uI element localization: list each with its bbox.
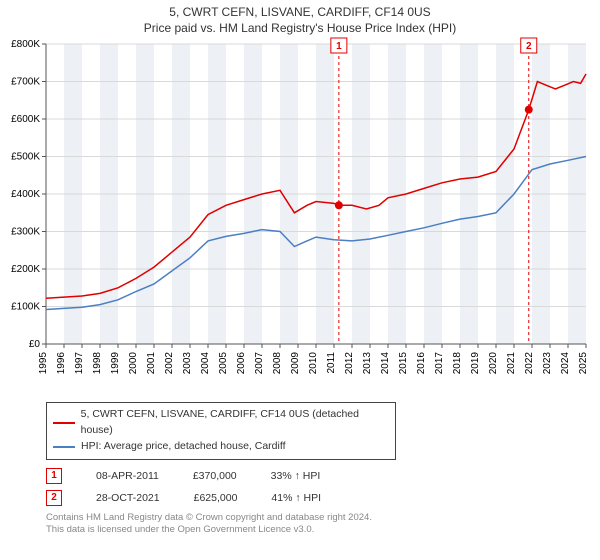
title-line1: 5, CWRT CEFN, LISVANE, CARDIFF, CF14 0US xyxy=(0,4,600,20)
svg-text:2011: 2011 xyxy=(326,352,337,374)
line-chart-svg: 1 2 £0 £100K £200K £300K £400K £500K £600K £700K £… xyxy=(0,36,600,396)
svg-text:£300K: £300K xyxy=(11,227,40,238)
svg-text:2016: 2016 xyxy=(416,352,427,375)
marker-price-2: £625,000 xyxy=(194,492,238,504)
marker-price-1: £370,000 xyxy=(193,470,237,482)
svg-text:2008: 2008 xyxy=(272,352,283,375)
svg-text:2021: 2021 xyxy=(506,352,517,375)
svg-text:2009: 2009 xyxy=(290,352,301,375)
svg-text:2025: 2025 xyxy=(578,352,589,375)
svg-text:2020: 2020 xyxy=(488,352,499,375)
svg-text:1999: 1999 xyxy=(110,352,121,375)
svg-text:1998: 1998 xyxy=(92,352,103,375)
svg-text:£100K: £100K xyxy=(11,302,40,313)
svg-text:2010: 2010 xyxy=(308,352,319,375)
svg-text:2005: 2005 xyxy=(218,352,229,375)
marker-pct-2: 41% ↑ HPI xyxy=(271,492,321,504)
svg-text:£500K: £500K xyxy=(11,152,40,163)
chart-title: 5, CWRT CEFN, LISVANE, CARDIFF, CF14 0US… xyxy=(0,0,600,36)
svg-text:2012: 2012 xyxy=(344,352,355,375)
legend-swatch-hpi xyxy=(53,446,75,448)
svg-text:2015: 2015 xyxy=(398,352,409,375)
svg-text:2000: 2000 xyxy=(128,352,139,375)
chart-area: 1 2 £0 £100K £200K £300K £400K £500K £600K £700K £… xyxy=(0,36,600,396)
title-line2: Price paid vs. HM Land Registry's House … xyxy=(0,20,600,36)
marker-date-2: 28-OCT-2021 xyxy=(96,492,160,504)
marker-pct-1: 33% ↑ HPI xyxy=(271,470,321,482)
footer-line1: Contains HM Land Registry data © Crown c… xyxy=(46,512,600,525)
svg-text:£200K: £200K xyxy=(11,264,40,275)
svg-text:2: 2 xyxy=(526,41,532,52)
svg-text:2004: 2004 xyxy=(200,352,211,375)
legend-swatch-property xyxy=(53,422,75,424)
svg-text:2003: 2003 xyxy=(182,352,193,375)
svg-text:1: 1 xyxy=(336,41,342,52)
svg-text:2002: 2002 xyxy=(164,352,175,375)
svg-text:2013: 2013 xyxy=(362,352,373,375)
svg-text:1997: 1997 xyxy=(74,352,85,375)
legend-item-hpi: HPI: Average price, detached house, Card… xyxy=(53,439,389,455)
svg-text:1996: 1996 xyxy=(56,352,67,375)
marker-date-1: 08-APR-2011 xyxy=(96,470,159,482)
svg-text:2006: 2006 xyxy=(236,352,247,375)
footer: Contains HM Land Registry data © Crown c… xyxy=(46,512,600,538)
svg-text:2023: 2023 xyxy=(542,352,553,375)
footer-line2: This data is licensed under the Open Gov… xyxy=(46,524,600,537)
svg-text:2017: 2017 xyxy=(434,352,445,375)
marker-row-2: 2 28-OCT-2021 £625,000 41% ↑ HPI xyxy=(46,490,600,506)
svg-text:£700K: £700K xyxy=(11,77,40,88)
svg-text:£600K: £600K xyxy=(11,114,40,125)
svg-text:2019: 2019 xyxy=(470,352,481,375)
marker-row-1: 1 08-APR-2011 £370,000 33% ↑ HPI xyxy=(46,468,600,484)
svg-text:£800K: £800K xyxy=(11,39,40,50)
svg-text:£400K: £400K xyxy=(11,189,40,200)
svg-text:2014: 2014 xyxy=(380,352,391,375)
markers-table: 1 08-APR-2011 £370,000 33% ↑ HPI 2 28-OC… xyxy=(46,468,600,506)
legend: 5, CWRT CEFN, LISVANE, CARDIFF, CF14 0US… xyxy=(46,402,396,459)
svg-text:2022: 2022 xyxy=(524,352,535,375)
legend-label-property: 5, CWRT CEFN, LISVANE, CARDIFF, CF14 0US… xyxy=(81,407,389,439)
svg-text:2018: 2018 xyxy=(452,352,463,375)
svg-text:2024: 2024 xyxy=(560,352,571,375)
legend-label-hpi: HPI: Average price, detached house, Card… xyxy=(81,439,286,455)
marker-chip-2: 2 xyxy=(46,490,62,506)
legend-item-property: 5, CWRT CEFN, LISVANE, CARDIFF, CF14 0US… xyxy=(53,407,389,439)
svg-text:1995: 1995 xyxy=(38,352,49,375)
marker-chip-1: 1 xyxy=(46,468,62,484)
svg-text:£0: £0 xyxy=(29,339,41,350)
svg-text:2007: 2007 xyxy=(254,352,265,375)
svg-text:2001: 2001 xyxy=(146,352,157,375)
